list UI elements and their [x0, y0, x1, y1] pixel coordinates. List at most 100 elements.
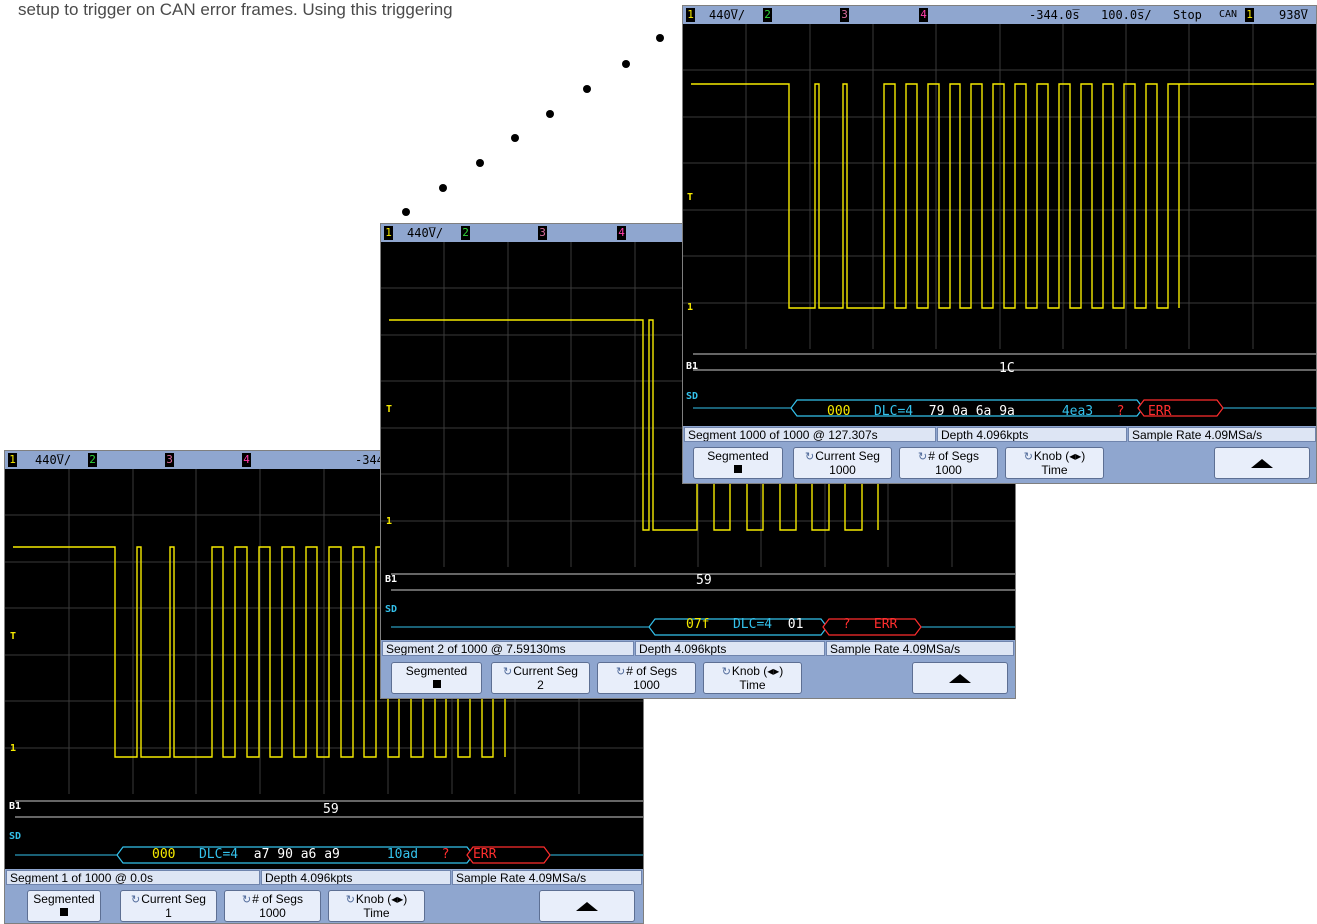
current-seg-softkey[interactable]: ↻Current Seg 1000 — [793, 447, 892, 479]
connector-dot — [511, 134, 519, 142]
knob-value: Time — [739, 678, 766, 692]
channel-1-indicator[interactable]: 1 — [8, 453, 17, 467]
channel-1-ground-marker: 1 — [10, 743, 17, 754]
bus-value: 59 — [696, 573, 712, 588]
can-decode-row: 000 DLC=4 79 0a 6a 9a 4ea3 ? ERR — [827, 404, 1171, 420]
channel-3-indicator[interactable]: 3 — [165, 453, 174, 467]
knob-label: Knob (◂▸) — [1033, 449, 1086, 463]
error-frame — [822, 618, 922, 636]
decode-frame — [116, 846, 474, 864]
bus-label: B1 — [385, 574, 398, 585]
error-frame — [1137, 399, 1224, 417]
connector-dot — [546, 110, 554, 118]
memory-depth: Depth 4.096kpts — [937, 427, 1127, 442]
channel-4-indicator[interactable]: 4 — [919, 8, 928, 22]
status-bar: Segment 1000 of 1000 @ 127.307s Depth 4.… — [683, 426, 1316, 443]
menu-up-softkey[interactable] — [912, 662, 1008, 694]
current-seg-value: 1000 — [829, 463, 856, 477]
trigger-level-marker: T — [386, 404, 393, 415]
trigger-source: 1 — [1245, 8, 1254, 22]
decode-error: ERR — [873, 617, 898, 632]
num-segs-value: 1000 — [259, 906, 286, 920]
decode-crc: 10ad — [386, 847, 419, 862]
channel-2-indicator[interactable]: 2 — [461, 226, 470, 240]
knob-rotate-icon: ↻ — [918, 451, 928, 463]
status-bar: Segment 2 of 1000 @ 7.59130ms Depth 4.09… — [381, 640, 1015, 657]
channel-1-indicator[interactable]: 1 — [686, 8, 695, 22]
bus-label: B1 — [9, 801, 22, 812]
trigger-level: 938̅V — [1279, 8, 1308, 22]
softkey-bar: Segmented ↻Current Seg 1000 ↻# of Segs 1… — [683, 443, 1316, 483]
waveform-display[interactable] — [683, 24, 1317, 424]
segment-info: Segment 1000 of 1000 @ 127.307s — [684, 427, 936, 442]
current-seg-softkey[interactable]: ↻Current Seg 1 — [120, 890, 217, 922]
connector-dot — [656, 34, 664, 42]
checkbox-icon — [432, 680, 441, 688]
channel-1-scale: 440̅V/ — [407, 226, 444, 240]
up-arrow-icon — [949, 674, 971, 683]
channel-3-indicator[interactable]: 3 — [538, 226, 547, 240]
knob-rotate-icon: ↻ — [345, 894, 355, 906]
sample-rate: Sample Rate 4.09MSa/s — [1128, 427, 1316, 442]
decode-unknown: ? — [441, 847, 450, 862]
serial-decode-label: SD — [686, 391, 699, 402]
segmented-softkey[interactable]: Segmented — [693, 447, 783, 479]
knob-softkey[interactable]: ↻Knob (◂▸) Time — [1005, 447, 1104, 479]
decode-crc: 4ea3 — [1061, 404, 1094, 419]
channel-1-indicator[interactable]: 1 — [384, 226, 393, 240]
channel-1-scale: 440̅V/ — [35, 453, 72, 467]
softkey-bar: Segmented ↻Current Seg 2 ↻# of Segs 1000… — [381, 657, 1015, 698]
connector-dot — [476, 159, 484, 167]
segmented-softkey[interactable]: Segmented — [27, 890, 101, 922]
num-segs-softkey[interactable]: ↻# of Segs 1000 — [597, 662, 696, 694]
num-segs-label: # of Segs — [928, 449, 979, 463]
scope-screen-segment-1000: 1 440̅V/ 2 3 4 -344.0̅s 100.0̅s/ Stop CA… — [682, 5, 1317, 484]
ch1-waveform — [691, 83, 1314, 309]
sample-rate: Sample Rate 4.09MSa/s — [826, 641, 1014, 656]
num-segs-value: 1000 — [935, 463, 962, 477]
segmented-softkey[interactable]: Segmented — [391, 662, 482, 694]
decode-dlc: DLC=4 — [873, 404, 914, 419]
knob-rotate-icon: ↻ — [805, 451, 815, 463]
trigger-delay: -344.0̅s — [1029, 8, 1080, 22]
knob-rotate-icon: ↻ — [131, 894, 141, 906]
knob-softkey[interactable]: ↻Knob (◂▸) Time — [703, 662, 802, 694]
decode-unknown: ? — [842, 617, 851, 632]
segmented-label: Segmented — [33, 892, 95, 906]
num-segs-softkey[interactable]: ↻# of Segs 1000 — [899, 447, 998, 479]
channel-2-indicator[interactable]: 2 — [88, 453, 97, 467]
decode-id: 07f — [686, 617, 710, 632]
memory-depth: Depth 4.096kpts — [635, 641, 825, 656]
run-state[interactable]: Stop — [1173, 8, 1202, 22]
knob-softkey[interactable]: ↻Knob (◂▸) Time — [328, 890, 425, 922]
current-seg-label: Current Seg — [815, 449, 880, 463]
menu-up-softkey[interactable] — [539, 890, 635, 922]
can-decode-row: 07f DLC=4 01 ? ERR — [686, 617, 897, 633]
trigger-delay: -344 — [355, 453, 384, 467]
bus-label: B1 — [686, 361, 699, 372]
menu-up-softkey[interactable] — [1214, 447, 1310, 479]
connector-dot — [583, 85, 591, 93]
waveform-display[interactable] — [5, 469, 644, 869]
num-segs-softkey[interactable]: ↻# of Segs 1000 — [224, 890, 321, 922]
current-seg-label: Current Seg — [513, 664, 578, 678]
channel-4-indicator[interactable]: 4 — [242, 453, 251, 467]
can-decode-row: 000 DLC=4 a7 90 a6 a9 10ad ? ERR — [152, 847, 496, 863]
decode-error: ERR — [1147, 404, 1172, 419]
sample-rate: Sample Rate 4.09MSa/s — [452, 870, 642, 885]
knob-value: Time — [1041, 463, 1068, 477]
current-seg-softkey[interactable]: ↻Current Seg 2 — [491, 662, 590, 694]
channel-1-scale: 440̅V/ — [709, 8, 746, 22]
channel-3-indicator[interactable]: 3 — [840, 8, 849, 22]
decode-data: 79 0a 6a 9a — [928, 404, 1015, 419]
checkbox-icon — [60, 908, 68, 916]
knob-label: Knob (◂▸) — [355, 892, 408, 906]
up-arrow-icon — [576, 902, 598, 911]
channel-4-indicator[interactable]: 4 — [617, 226, 626, 240]
bus-value: 1C — [999, 361, 1015, 376]
channel-2-indicator[interactable]: 2 — [763, 8, 772, 22]
channel-1-ground-marker: 1 — [687, 302, 694, 313]
decode-unknown: ? — [1116, 404, 1125, 419]
trigger-level-marker: T — [10, 631, 17, 642]
current-seg-value: 1 — [165, 906, 172, 920]
